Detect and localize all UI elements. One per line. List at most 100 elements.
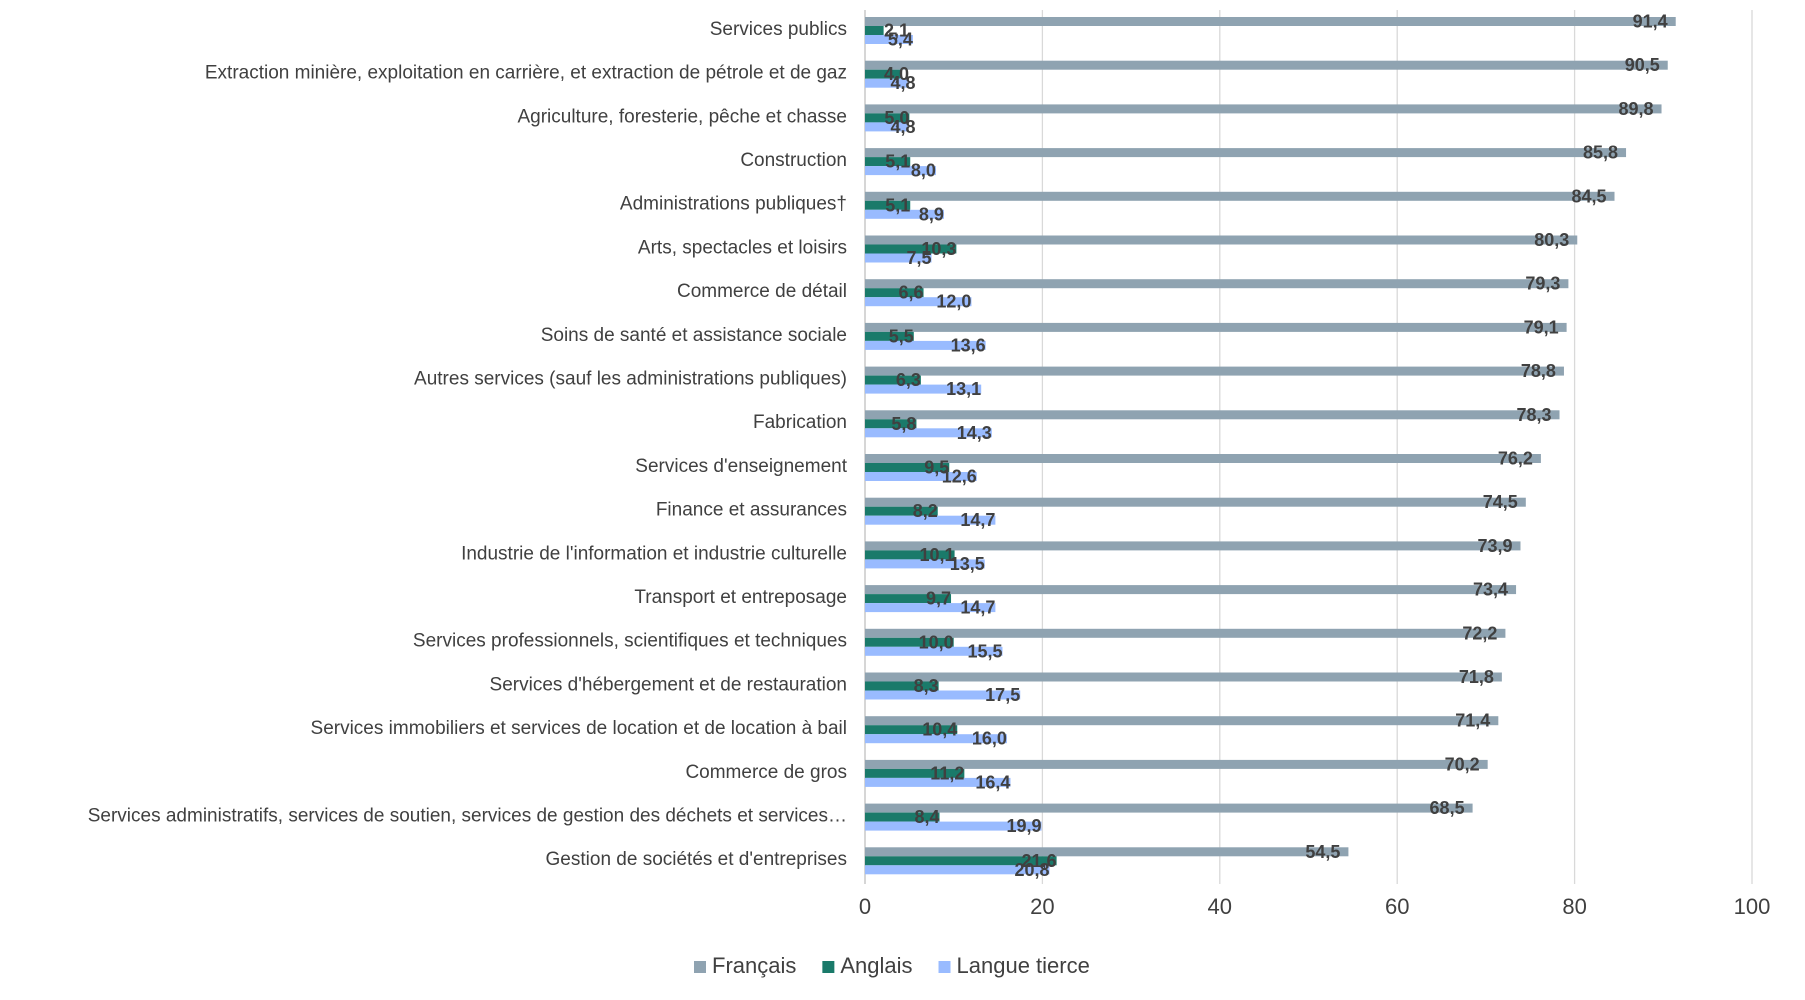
data-label: 73,4 bbox=[1473, 580, 1508, 600]
data-label: 80,3 bbox=[1534, 230, 1569, 250]
data-label: 5,5 bbox=[889, 326, 914, 346]
data-label: 71,4 bbox=[1455, 711, 1490, 731]
bar-francais bbox=[865, 410, 1560, 419]
legend-swatch bbox=[939, 961, 951, 973]
bar-anglais bbox=[865, 26, 884, 35]
data-label: 9,7 bbox=[926, 589, 951, 609]
data-label: 89,8 bbox=[1618, 99, 1653, 119]
bar-francais bbox=[865, 498, 1526, 507]
data-label: 7,5 bbox=[906, 248, 931, 268]
data-label: 5,4 bbox=[888, 30, 913, 50]
data-label: 13,5 bbox=[950, 554, 985, 574]
data-label: 14,3 bbox=[957, 423, 992, 443]
data-label: 16,0 bbox=[972, 729, 1007, 749]
data-label: 5,1 bbox=[885, 152, 910, 172]
data-label: 90,5 bbox=[1625, 55, 1660, 75]
data-label: 76,2 bbox=[1498, 449, 1533, 469]
bar-francais bbox=[865, 673, 1502, 682]
data-labels: 91,42,15,490,54,04,889,85,04,885,85,1 8,0… bbox=[884, 12, 1668, 880]
category-label: Finance et assurances bbox=[656, 500, 847, 521]
data-label: 8,0 bbox=[911, 161, 936, 181]
category-label: Services d'enseignement bbox=[635, 456, 847, 477]
data-label: 20,8 bbox=[1014, 860, 1049, 880]
data-label: 74,5 bbox=[1483, 492, 1518, 512]
bar-francais bbox=[865, 323, 1567, 332]
bar-francais bbox=[865, 541, 1520, 550]
category-label: Soins de santé et assistance sociale bbox=[541, 325, 847, 346]
data-label: 79,1 bbox=[1524, 317, 1559, 337]
category-label: Services professionnels, scientifiques e… bbox=[413, 631, 847, 652]
data-label: 79,3 bbox=[1525, 274, 1560, 294]
data-label: 73,9 bbox=[1477, 536, 1512, 556]
data-label: 68,5 bbox=[1430, 798, 1465, 818]
category-label: Extraction minière, exploitation en carr… bbox=[205, 63, 847, 84]
x-tick-label: 20 bbox=[1030, 894, 1054, 919]
data-label: 5,8 bbox=[891, 414, 916, 434]
data-label: 5,1 bbox=[885, 195, 910, 215]
legend: Français Anglais Langue tierce bbox=[694, 953, 1090, 978]
bar-francais bbox=[865, 367, 1564, 376]
data-label: 15,5 bbox=[967, 641, 1002, 661]
data-label: 72,2 bbox=[1462, 623, 1497, 643]
bar-francais bbox=[865, 804, 1473, 813]
legend-label: Langue tierce bbox=[957, 953, 1090, 978]
category-label: Transport et entreposage bbox=[634, 587, 847, 608]
value-axis: 0 20 40 60 80 100 bbox=[859, 894, 1770, 919]
x-tick-label: 100 bbox=[1734, 894, 1771, 919]
category-label: Fabrication bbox=[753, 412, 847, 433]
data-label: 13,1 bbox=[946, 379, 981, 399]
bar-francais bbox=[865, 454, 1541, 463]
bar-francais bbox=[865, 716, 1498, 725]
x-tick-label: 60 bbox=[1385, 894, 1409, 919]
data-label: 14,7 bbox=[960, 598, 995, 618]
data-label: 6,6 bbox=[899, 283, 924, 303]
data-label: 8,9 bbox=[919, 204, 944, 224]
data-label: 11,2 bbox=[930, 763, 964, 783]
legend-swatch bbox=[694, 961, 706, 973]
data-label: 4,8 bbox=[891, 73, 916, 93]
gridlines bbox=[865, 10, 1752, 884]
data-label: 8,3 bbox=[914, 676, 939, 696]
bar-francais bbox=[865, 17, 1676, 26]
data-label: 12,6 bbox=[942, 467, 977, 487]
bar-francais bbox=[865, 279, 1568, 288]
data-label: 12,0 bbox=[936, 292, 971, 312]
category-label: Autres services (sauf les administration… bbox=[414, 368, 847, 389]
bar-francais bbox=[865, 61, 1668, 70]
category-label: Arts, spectacles et loisirs bbox=[638, 237, 847, 258]
data-label: 78,8 bbox=[1521, 361, 1556, 381]
bar-francais bbox=[865, 629, 1505, 638]
category-label: Gestion de sociétés et d'entreprises bbox=[546, 849, 847, 870]
category-label: Services publics bbox=[710, 19, 847, 40]
x-tick-label: 80 bbox=[1562, 894, 1586, 919]
bar-francais bbox=[865, 585, 1516, 594]
data-label: 91,4 bbox=[1633, 12, 1668, 32]
data-label: 10,0 bbox=[919, 632, 954, 652]
data-label: 84,5 bbox=[1571, 186, 1606, 206]
x-tick-label: 0 bbox=[859, 894, 871, 919]
data-label: 8,4 bbox=[914, 807, 939, 827]
legend-label: Anglais bbox=[840, 953, 912, 978]
legend-swatch bbox=[822, 961, 834, 973]
data-label: 17,5 bbox=[985, 685, 1020, 705]
data-label: 85,8 bbox=[1583, 143, 1618, 163]
bar-francais bbox=[865, 104, 1662, 113]
x-tick-label: 40 bbox=[1208, 894, 1232, 919]
data-label: 14,7 bbox=[960, 510, 995, 530]
data-label: 54,5 bbox=[1305, 842, 1340, 862]
data-label: 19,9 bbox=[1006, 816, 1041, 836]
data-label: 78,3 bbox=[1516, 405, 1551, 425]
bar-francais bbox=[865, 192, 1615, 201]
data-label: 16,4 bbox=[975, 772, 1010, 792]
data-label: 4,8 bbox=[891, 117, 916, 137]
data-label: 8,2 bbox=[913, 501, 938, 521]
category-label: Agriculture, foresterie, pêche et chasse bbox=[517, 106, 847, 127]
category-label: Commerce de gros bbox=[685, 762, 847, 783]
data-label: 13,6 bbox=[951, 335, 986, 355]
category-label: Construction bbox=[740, 150, 847, 171]
category-label: Administrations publiques† bbox=[620, 194, 847, 215]
category-label: Industrie de l'information et industrie … bbox=[461, 543, 847, 564]
category-label: Commerce de détail bbox=[677, 281, 847, 302]
